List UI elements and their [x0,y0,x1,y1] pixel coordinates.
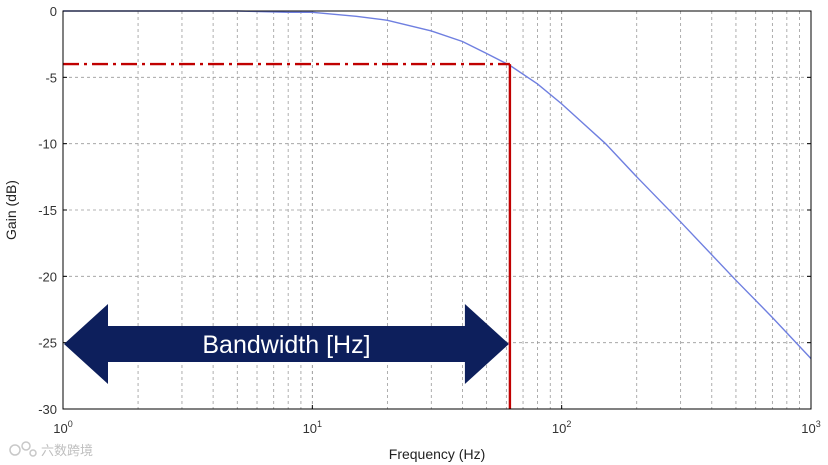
x-tick-label: 103 [801,419,820,436]
x-tick-label: 100 [53,419,72,436]
watermark-text: 六数跨境 [41,444,93,459]
watermark: 六数跨境 [9,441,93,459]
y-tick-label: -15 [38,203,57,218]
x-axis-ticks: 100 101 102 103 [53,405,821,436]
y-tick-label: -10 [38,137,57,152]
watermark-logo-icon [9,441,37,457]
y-tick-label: -30 [38,402,57,417]
bandwidth-label: Bandwidth [Hz] [202,331,370,359]
x-axis-title: Frequency (Hz) [389,446,485,462]
annotation-layer: Bandwidth [Hz] [63,62,512,409]
y-tick-label: -20 [38,269,57,284]
gain-curve [63,10,812,360]
bandwidth-arrow [64,304,509,384]
series-layer [63,10,812,360]
y-tick-label: -25 [38,336,57,351]
y-tick-label: 0 [50,4,57,19]
x-tick-label: 101 [303,419,322,436]
x-tick-label: 102 [552,419,571,436]
y-axis-title: Gain (dB) [3,180,19,240]
y-tick-label: -5 [45,70,57,85]
plot-frame [62,10,812,410]
y-axis-ticks: 0 -5 -10 -15 -20 -25 -30 [38,4,811,417]
